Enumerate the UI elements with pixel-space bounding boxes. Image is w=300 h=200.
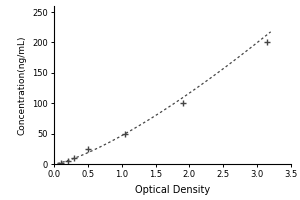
X-axis label: Optical Density: Optical Density xyxy=(135,185,210,195)
Y-axis label: Concentration(ng/mL): Concentration(ng/mL) xyxy=(17,35,26,135)
